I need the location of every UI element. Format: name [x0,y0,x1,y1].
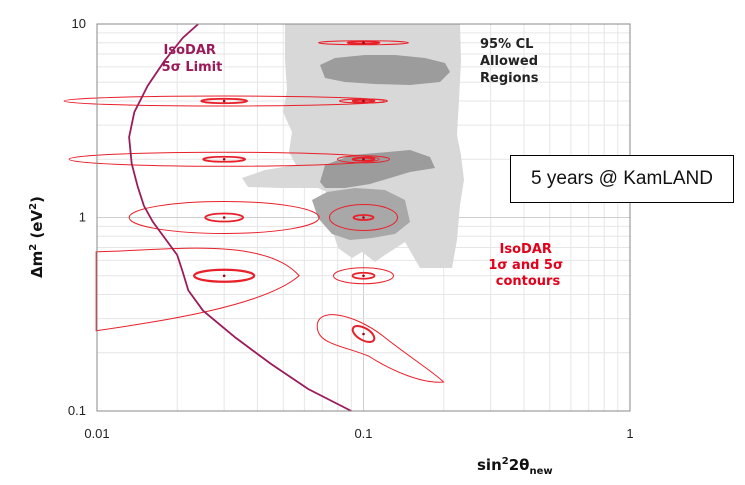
contour-5sigma [333,267,394,285]
y-tick-label: 10 [72,16,86,31]
kamland-box: 5 years @ KamLAND [510,155,734,203]
test-point [362,332,365,336]
contour-pair [318,40,409,46]
test-point [362,99,365,103]
allowed-region-dark-top [320,55,450,85]
test-point [222,274,226,278]
limit-label: IsoDAR 5σ Limit [162,43,223,75]
contour-pair [128,201,320,234]
isodar-contours [63,40,445,383]
contour-5sigma [316,314,445,383]
isodar-5sigma-limit-curve [128,23,352,412]
allowed-region-dark-low [312,188,410,240]
y-tick-label: 0.1 [68,403,86,418]
contour-1sigma [193,268,256,283]
allowed-regions-label: 95% CL Allowed Regions [480,37,543,86]
plot-frame [96,23,631,412]
test-point [362,157,365,161]
x-tick-label: 1 [626,426,633,441]
test-point [222,157,226,161]
contour-5sigma [329,204,398,231]
contour-5sigma [63,95,385,107]
contour-5sigma [68,151,380,167]
contour-pair [337,155,390,164]
contour-1sigma [351,325,376,343]
test-point [222,99,226,103]
contour-pair [316,314,445,383]
contour-1sigma [200,97,249,105]
test-point [362,274,365,278]
contour-pair [329,204,398,231]
contour-5sigma [337,155,390,164]
y-axis-title: Δm2 (eV2) [28,196,46,278]
contour-5sigma [95,247,300,332]
contour-1sigma [351,156,376,162]
x-tick-label: 0.01 [84,426,109,441]
contour-pair [95,247,300,332]
test-point [362,216,365,219]
contour-pair [339,98,388,104]
allowed-region-light [242,24,464,268]
contours-label: IsoDAR 1σ and 5σ contours [488,242,567,289]
contour-pair [333,267,394,285]
y-axis-ticks: 0.1 1 10 [68,16,86,418]
contour-1sigma [204,212,245,223]
contour-5sigma [128,201,320,234]
contour-1sigma [351,271,376,280]
test-point [222,216,226,219]
contour-pair [63,95,385,107]
x-axis-title: sin22θnew [477,456,553,477]
x-axis-ticks: 0.01 0.1 1 [84,426,633,441]
allowed-region-dark-mid [320,150,435,188]
contour-1sigma [202,155,247,163]
contour-1sigma [352,214,375,221]
test-point [362,41,365,45]
contour-pair [68,151,380,167]
allowed-regions [242,24,464,268]
y-tick-label: 1 [79,210,86,225]
x-tick-label: 0.1 [354,426,372,441]
